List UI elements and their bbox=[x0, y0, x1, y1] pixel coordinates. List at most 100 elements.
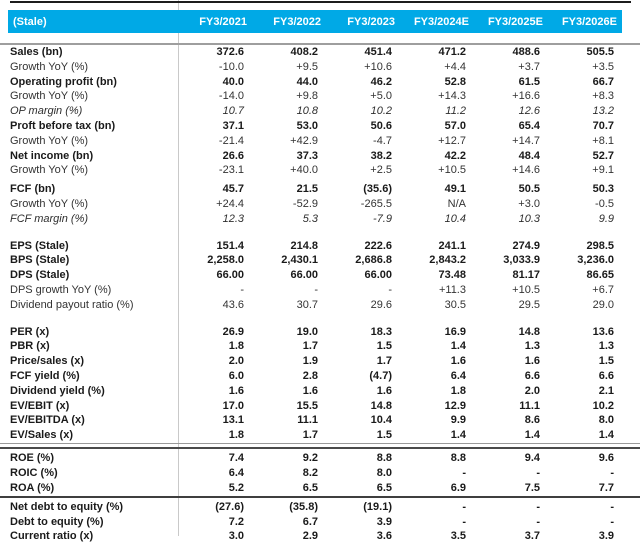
table-row: FCF (bn) 45.7 21.5 (35.6) 49.1 50.5 50.3 bbox=[0, 182, 640, 197]
cell-value: -265.5 bbox=[360, 197, 392, 210]
header-corner-label: (Stale) bbox=[13, 15, 47, 28]
cell-value: 10.2 bbox=[370, 105, 392, 118]
cell-value: 505.5 bbox=[586, 46, 614, 58]
cell-value: +5.0 bbox=[370, 90, 392, 103]
cell-value: 1.3 bbox=[524, 340, 540, 353]
row-gutter bbox=[622, 384, 640, 399]
row-gutter bbox=[622, 399, 640, 414]
cell-value: +40.0 bbox=[290, 164, 318, 177]
row-label: Growth YoY (%) bbox=[10, 60, 89, 73]
row-gutter bbox=[622, 500, 640, 515]
row-label: Net income (bn) bbox=[10, 149, 94, 162]
cell-value: +4.4 bbox=[444, 60, 466, 73]
cell-value: 3,033.9 bbox=[503, 254, 540, 267]
row-label: Price/sales (x) bbox=[10, 355, 84, 368]
row-gutter bbox=[622, 149, 640, 164]
cell-value: 1.4 bbox=[598, 429, 614, 442]
row-gutter bbox=[622, 253, 640, 268]
cell-value: 86.65 bbox=[586, 269, 614, 282]
cell-value: 3.0 bbox=[228, 530, 244, 543]
cell-value: 1.6 bbox=[376, 384, 392, 397]
cell-value: N/A bbox=[447, 197, 466, 210]
row-gutter bbox=[622, 197, 640, 212]
row-label: Operating profit (bn) bbox=[10, 75, 117, 88]
cell-value: - bbox=[536, 515, 540, 528]
row-label: EV/EBITDA (x) bbox=[10, 414, 85, 427]
cell-value: 13.6 bbox=[592, 325, 614, 338]
row-gutter bbox=[622, 298, 640, 313]
cell-value: 10.4 bbox=[370, 414, 392, 427]
cell-value: +9.5 bbox=[296, 60, 318, 73]
table-row: FCF yield (%) 6.0 2.8 (4.7) 6.4 6.6 6.6 bbox=[0, 369, 640, 384]
cell-value: 66.00 bbox=[364, 269, 392, 282]
cell-value: 9.6 bbox=[598, 451, 614, 464]
cell-value: (4.7) bbox=[369, 369, 392, 382]
cell-value: 7.4 bbox=[228, 451, 244, 464]
row-gutter bbox=[622, 182, 640, 197]
cell-value: 298.5 bbox=[586, 239, 614, 252]
cell-value: 10.3 bbox=[518, 212, 540, 225]
row-gutter bbox=[622, 451, 640, 466]
table-row: EPS (Stale) 151.4 214.8 222.6 241.1 274.9 298.… bbox=[0, 239, 640, 254]
cell-value: 151.4 bbox=[216, 239, 244, 252]
row-gutter bbox=[622, 339, 640, 354]
cell-value: 66.7 bbox=[592, 75, 614, 88]
cell-value: 6.5 bbox=[302, 481, 318, 494]
section-divider bbox=[0, 442, 640, 449]
row-gutter bbox=[622, 60, 640, 75]
cell-value: -23.1 bbox=[218, 164, 244, 177]
cell-value: 8.8 bbox=[376, 451, 392, 464]
row-label: ROA (%) bbox=[10, 481, 55, 494]
cell-value: 1.5 bbox=[376, 429, 392, 442]
section-divider bbox=[0, 313, 640, 325]
cell-value: 6.7 bbox=[302, 515, 318, 528]
section-divider bbox=[0, 496, 640, 498]
row-label: EV/EBIT (x) bbox=[10, 399, 70, 412]
cell-value: 1.4 bbox=[450, 429, 466, 442]
cell-value: 7.5 bbox=[524, 481, 540, 494]
cell-value: 45.7 bbox=[222, 183, 244, 196]
cell-value: 43.6 bbox=[222, 298, 244, 311]
table-row: Current ratio (x) 3.0 2.9 3.6 3.5 3.7 3.9 bbox=[0, 529, 640, 544]
cell-value: +9.8 bbox=[296, 90, 318, 103]
cell-value: (35.8) bbox=[289, 500, 318, 513]
cell-value: 30.7 bbox=[296, 298, 318, 311]
table-row: PER (x) 26.9 19.0 18.3 16.9 14.8 13.6 bbox=[0, 325, 640, 340]
cell-value: 11.2 bbox=[445, 105, 466, 118]
cell-value: - bbox=[314, 283, 318, 296]
cell-value: 408.2 bbox=[290, 46, 318, 58]
cell-value: 2.0 bbox=[524, 384, 540, 397]
cell-value: -4.7 bbox=[373, 134, 392, 147]
cell-value: 1.9 bbox=[302, 355, 318, 368]
row-label: Dividend yield (%) bbox=[10, 384, 105, 397]
row-label: ROE (%) bbox=[10, 451, 54, 464]
cell-value: 8.8 bbox=[450, 451, 466, 464]
cell-value: 1.5 bbox=[598, 355, 614, 368]
cell-value: +2.5 bbox=[370, 164, 392, 177]
cell-value: 7.2 bbox=[228, 515, 244, 528]
section-divider bbox=[0, 227, 640, 239]
table-row: ROA (%) 5.2 6.5 6.5 6.9 7.5 7.7 bbox=[0, 481, 640, 496]
cell-value: 3.6 bbox=[376, 530, 392, 543]
row-label: BPS (Stale) bbox=[10, 254, 70, 267]
cell-value: -7.9 bbox=[373, 212, 392, 225]
cell-value: 18.3 bbox=[370, 325, 392, 338]
row-label: Dividend payout ratio (%) bbox=[10, 298, 134, 311]
column-header: FY3/2021 bbox=[199, 15, 247, 28]
row-label: Debt to equity (%) bbox=[10, 515, 104, 528]
cell-value: 1.8 bbox=[228, 429, 244, 442]
cell-value: - bbox=[388, 283, 392, 296]
cell-value: 30.5 bbox=[444, 298, 466, 311]
cell-value: 81.17 bbox=[512, 269, 540, 282]
cell-value: 11.1 bbox=[297, 414, 318, 427]
cell-value: 57.0 bbox=[444, 119, 466, 132]
cell-value: - bbox=[536, 466, 540, 479]
cell-value: -21.4 bbox=[218, 134, 244, 147]
cell-value: 46.2 bbox=[370, 75, 392, 88]
cell-value: 52.7 bbox=[592, 149, 614, 162]
column-header: FY3/2024E bbox=[413, 15, 469, 28]
cell-value: 3.9 bbox=[376, 515, 392, 528]
row-gutter bbox=[622, 481, 640, 496]
cell-value: 241.1 bbox=[438, 239, 466, 252]
row-gutter bbox=[622, 212, 640, 227]
